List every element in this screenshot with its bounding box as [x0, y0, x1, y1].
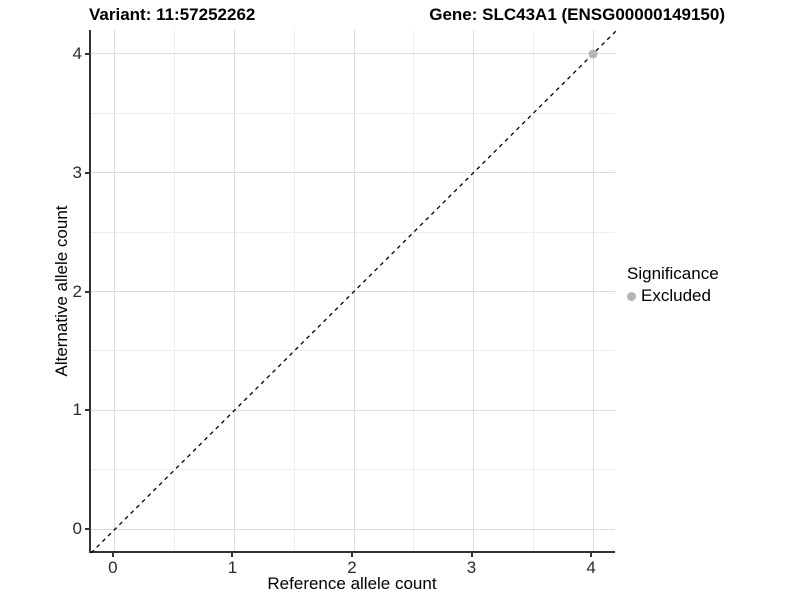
y-tick-mark: [85, 52, 89, 55]
legend-entry-label: Excluded: [641, 286, 711, 305]
data-point-excluded: [588, 49, 598, 59]
legend: Significance Excluded: [627, 263, 719, 307]
identity-line: [90, 29, 618, 554]
x-tick-label: 0: [108, 558, 118, 577]
minor-gridline: [91, 112, 615, 114]
major-gridline: [91, 172, 615, 174]
legend-title: Significance: [627, 264, 719, 283]
plot-title-row: Variant: 11:57252262 Gene: SLC43A1 (ENSG…: [89, 5, 725, 25]
major-gridline: [592, 30, 594, 551]
major-gridline: [91, 528, 615, 530]
y-tick-mark: [85, 528, 89, 531]
major-gridline: [353, 30, 355, 551]
excluded-point-icon: [627, 291, 636, 301]
x-tick-mark: [231, 553, 234, 557]
y-tick-mark: [85, 409, 89, 412]
minor-gridline: [532, 30, 534, 551]
legend-entry-excluded: Excluded: [627, 285, 719, 307]
major-gridline: [91, 291, 615, 292]
plot-title-gene: Gene: SLC43A1 (ENSG00000149150): [429, 5, 725, 24]
y-axis-title: Alternative allele count: [52, 205, 71, 377]
x-tick-label: 2: [347, 558, 357, 577]
major-gridline: [114, 30, 116, 551]
y-tick-mark: [85, 290, 89, 293]
major-gridline: [91, 53, 615, 55]
x-tick-mark: [470, 553, 473, 557]
major-gridline: [233, 30, 235, 551]
plot-title-variant: Variant: 11:57252262: [89, 5, 256, 24]
minor-gridline: [91, 350, 615, 352]
x-tick-mark: [111, 553, 114, 557]
x-tick-mark: [351, 553, 353, 557]
minor-gridline: [174, 30, 176, 551]
y-tick-label: 3: [72, 162, 82, 182]
major-gridline: [91, 409, 615, 411]
plot-panel: [89, 29, 618, 554]
x-tick-label: 4: [586, 558, 596, 577]
x-tick-mark: [590, 553, 593, 557]
minor-gridline: [293, 30, 295, 551]
x-tick-label: 1: [227, 558, 238, 577]
y-tick-label: 1: [72, 400, 82, 420]
y-tick-mark: [85, 171, 89, 174]
x-axis-title: Reference allele count: [267, 574, 437, 593]
minor-gridline: [413, 30, 415, 551]
minor-gridline: [91, 469, 615, 471]
y-tick-label: 2: [72, 281, 82, 301]
minor-gridline: [91, 231, 615, 233]
y-tick-label: 4: [72, 43, 82, 63]
y-tick-label: 0: [72, 519, 82, 539]
major-gridline: [473, 30, 475, 551]
x-tick-label: 3: [466, 558, 477, 577]
